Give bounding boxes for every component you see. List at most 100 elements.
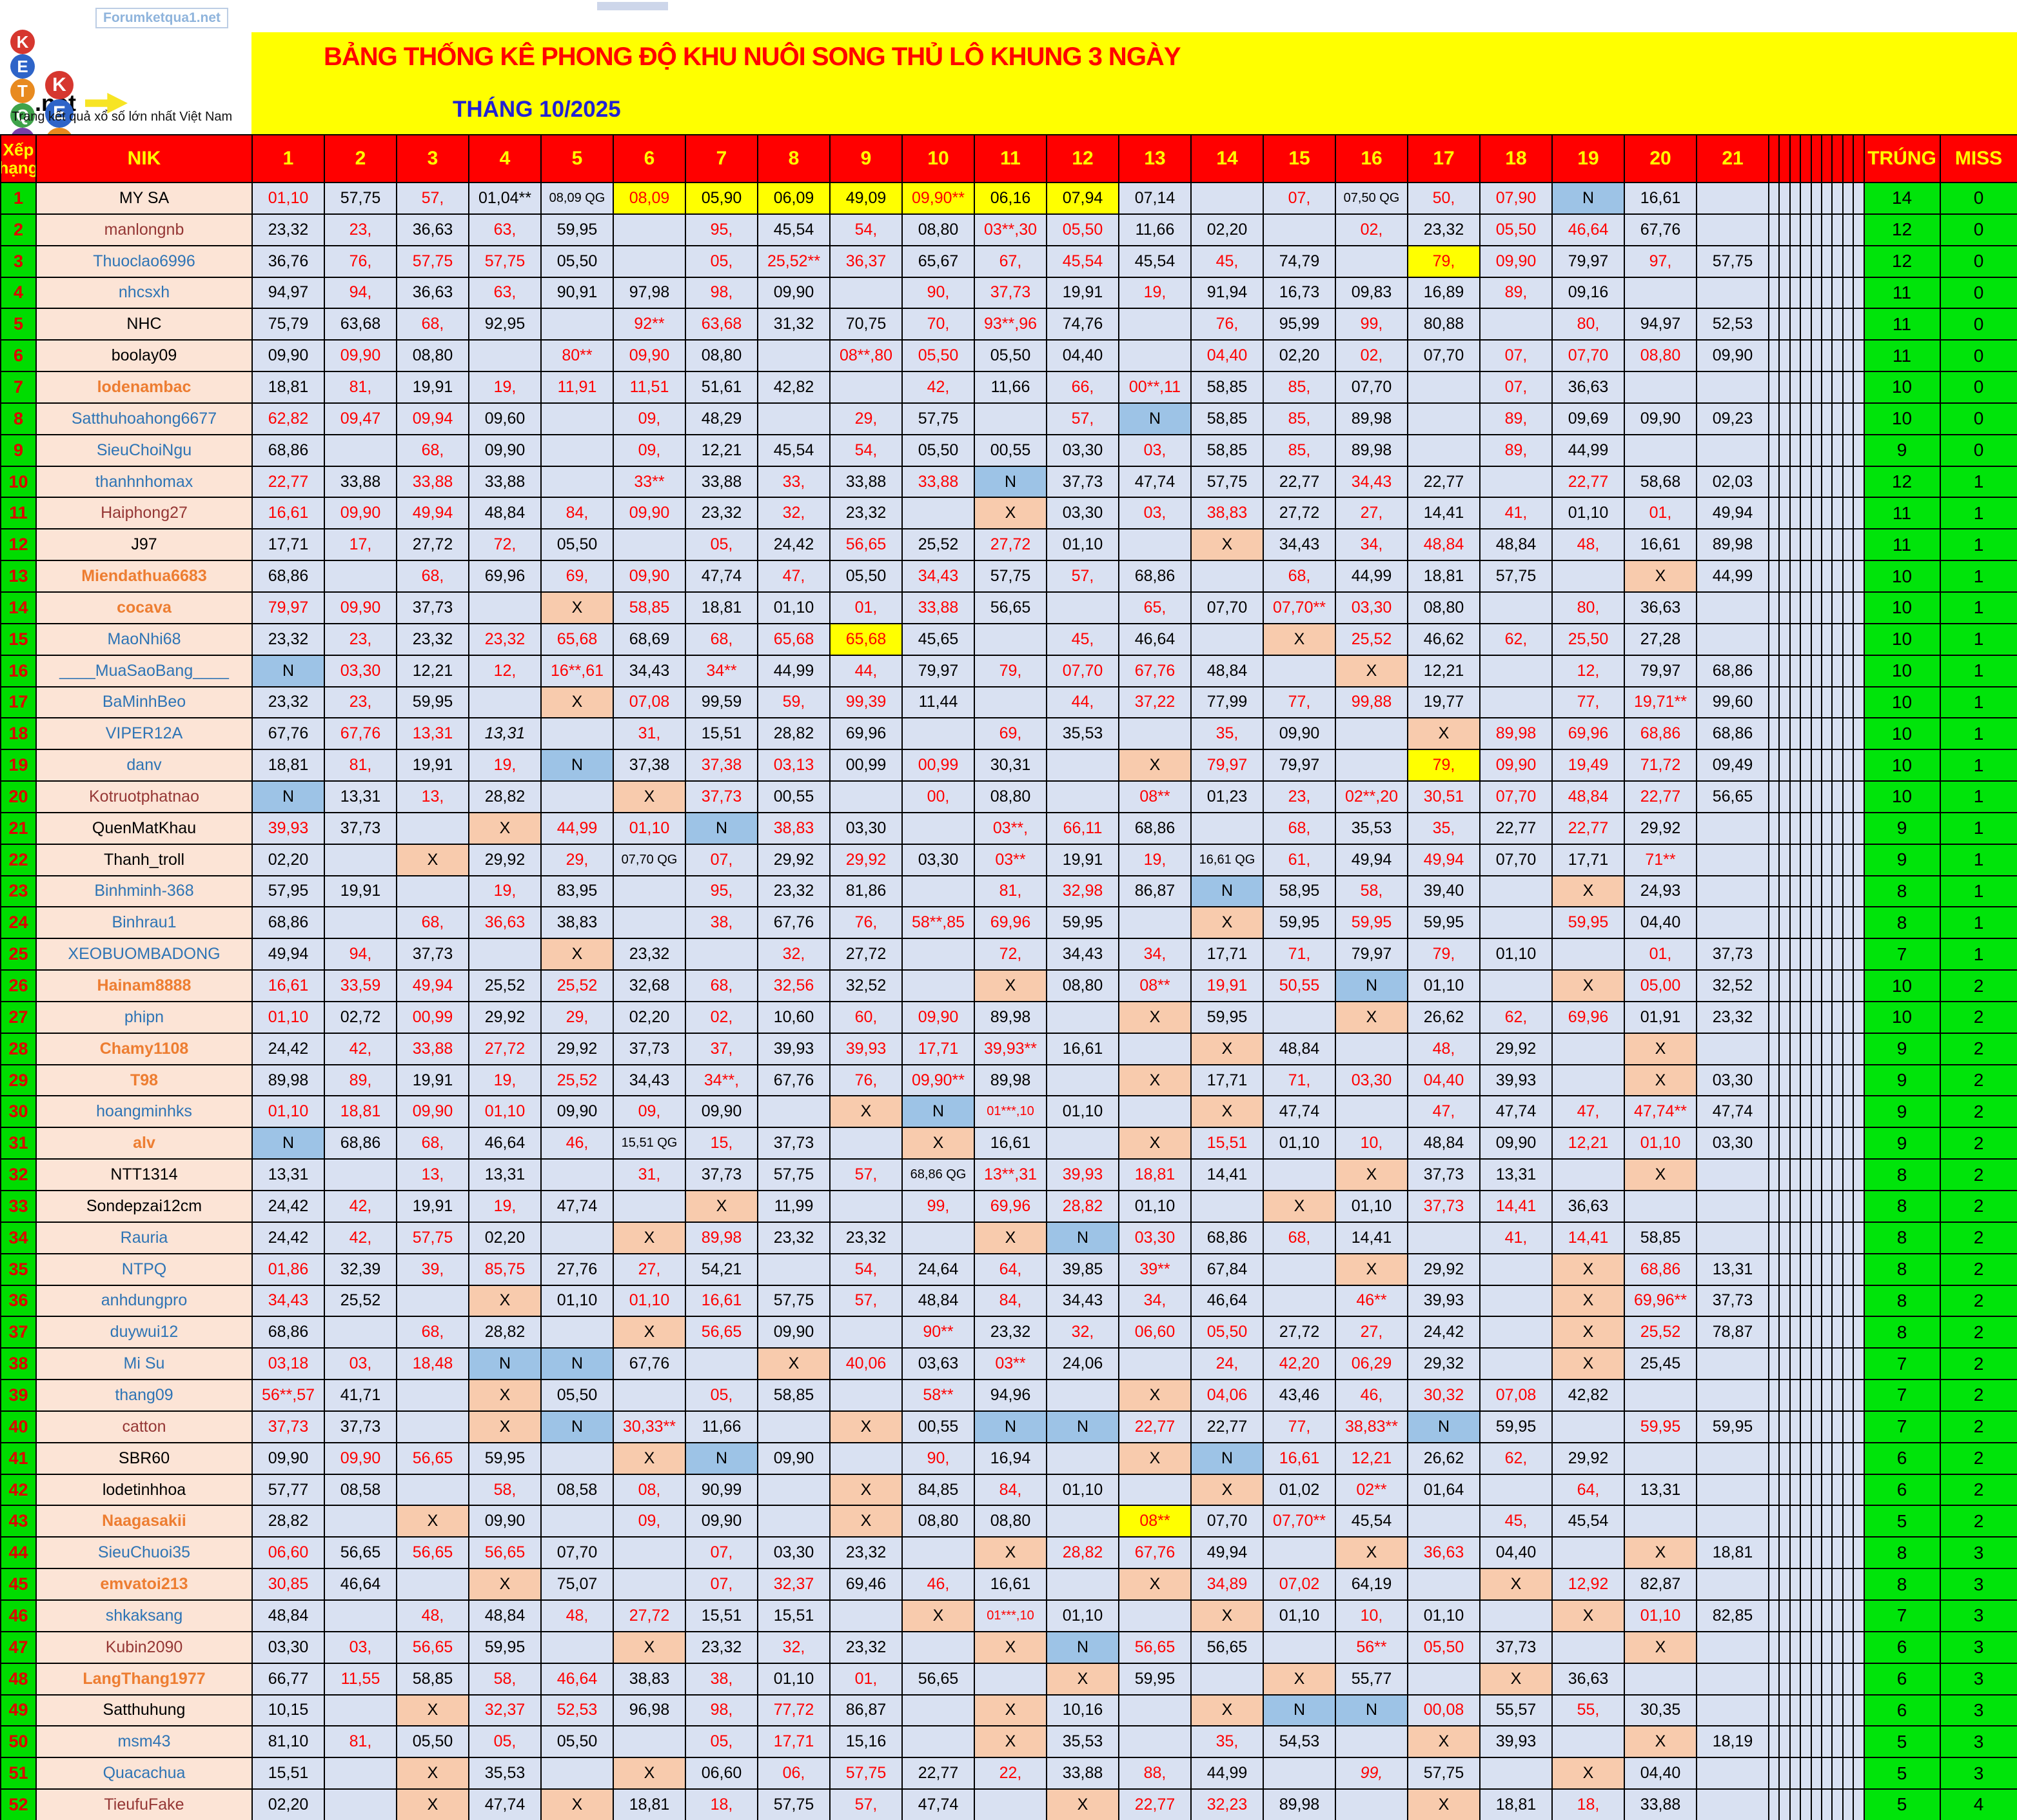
day-cell: 09,90 bbox=[686, 1506, 758, 1538]
spacer-cell bbox=[1801, 750, 1812, 782]
spacer-cell bbox=[1801, 1411, 1812, 1443]
day-cell bbox=[1408, 1506, 1481, 1538]
day-cell: 24,42 bbox=[1408, 1317, 1481, 1349]
spacer-cell bbox=[1801, 529, 1812, 562]
nik-cell: hoangminhks bbox=[37, 1096, 253, 1129]
rank-cell: 2 bbox=[1, 214, 37, 246]
spacer-cell bbox=[1769, 718, 1780, 751]
spacer-cell bbox=[1790, 1443, 1802, 1475]
day-cell: 09,90 bbox=[758, 1443, 831, 1475]
day-cell bbox=[1697, 1222, 1769, 1254]
day-cell: N bbox=[1192, 876, 1264, 908]
day-cell: 23,32 bbox=[831, 1538, 903, 1570]
day-cell: 19,91 bbox=[397, 1191, 469, 1223]
column-header-day: 16 bbox=[1336, 135, 1408, 183]
spacer-cell bbox=[1854, 529, 1865, 562]
spacer-cell bbox=[1780, 907, 1791, 940]
day-cell: 38, bbox=[686, 907, 758, 940]
day-cell: 25,45 bbox=[1625, 1349, 1697, 1381]
day-cell: 07, bbox=[686, 844, 758, 876]
day-cell bbox=[1697, 907, 1769, 940]
rank-cell: 9 bbox=[1, 435, 37, 467]
day-cell: 09,90 bbox=[1481, 246, 1553, 278]
day-cell: 02, bbox=[1336, 341, 1408, 373]
day-cell: 06,09 bbox=[758, 183, 831, 215]
nik-cell: anhdungpro bbox=[37, 1285, 253, 1318]
spacer-cell bbox=[1833, 466, 1844, 499]
spacer-cell bbox=[1769, 403, 1780, 435]
day-cell: 07,94 bbox=[1047, 183, 1119, 215]
day-cell: 13,31 bbox=[469, 1160, 542, 1191]
day-cell: 11,66 bbox=[686, 1411, 758, 1443]
day-cell: 06, bbox=[758, 1758, 831, 1790]
day-cell: 48,84 bbox=[1408, 1128, 1481, 1160]
spacer-cell bbox=[1811, 1191, 1822, 1223]
day-cell: 56,65 bbox=[1192, 1632, 1264, 1664]
trung-cell: 11 bbox=[1864, 309, 1941, 341]
trung-cell: 8 bbox=[1864, 1222, 1941, 1254]
day-cell: X bbox=[1481, 1569, 1553, 1601]
miss-cell: 0 bbox=[1940, 403, 2017, 435]
trung-cell: 10 bbox=[1864, 372, 1941, 404]
day-cell: 68,86 bbox=[253, 1317, 325, 1349]
day-cell: 41, bbox=[1481, 498, 1553, 530]
rank-cell: 21 bbox=[1, 813, 37, 845]
day-cell: 37,22 bbox=[1119, 687, 1192, 719]
spacer-cell bbox=[1843, 1695, 1855, 1727]
day-cell bbox=[325, 1317, 397, 1349]
spacer-cell bbox=[1843, 1096, 1855, 1129]
spacer-cell bbox=[1801, 246, 1812, 278]
miss-cell: 2 bbox=[1940, 1254, 2017, 1286]
spacer-cell bbox=[1843, 1222, 1855, 1254]
day-cell: 54, bbox=[831, 1254, 903, 1286]
spacer-cell bbox=[1833, 372, 1844, 404]
trung-cell: 5 bbox=[1864, 1506, 1941, 1538]
day-cell: 11,44 bbox=[903, 687, 975, 719]
spacer-cell bbox=[1854, 1128, 1865, 1160]
spacer-cell bbox=[1843, 1474, 1855, 1507]
trung-cell: 7 bbox=[1864, 1600, 1941, 1632]
day-cell bbox=[469, 592, 542, 624]
spacer-cell bbox=[1843, 309, 1855, 341]
rank-cell: 42 bbox=[1, 1474, 37, 1507]
miss-cell: 2 bbox=[1940, 1222, 2017, 1254]
day-cell: 48,84 bbox=[1192, 655, 1264, 687]
day-cell bbox=[325, 907, 397, 940]
day-cell: 47, bbox=[758, 561, 831, 593]
spacer-cell bbox=[1769, 1663, 1780, 1696]
day-cell: 92** bbox=[614, 309, 686, 341]
day-cell: N bbox=[253, 655, 325, 687]
spacer-cell bbox=[1811, 1790, 1822, 1820]
day-cell: 00,55 bbox=[975, 435, 1047, 467]
day-cell: X bbox=[1625, 1632, 1697, 1664]
day-cell: 17, bbox=[325, 529, 397, 562]
spacer-cell bbox=[1854, 277, 1865, 310]
trung-cell: 10 bbox=[1864, 687, 1941, 719]
day-cell: 66,11 bbox=[1047, 813, 1119, 845]
spacer-header bbox=[1780, 135, 1791, 183]
day-cell: 14,41 bbox=[1336, 1222, 1408, 1254]
trung-cell: 11 bbox=[1864, 277, 1941, 310]
nik-cell: Binhminh-368 bbox=[37, 876, 253, 908]
spacer-cell bbox=[1811, 971, 1822, 1002]
day-cell: 23,32 bbox=[397, 624, 469, 656]
day-cell: 98, bbox=[686, 1695, 758, 1727]
day-cell bbox=[686, 939, 758, 971]
day-cell: 08, bbox=[614, 1474, 686, 1507]
spacer-cell bbox=[1801, 782, 1812, 813]
nik-cell: VIPER12A bbox=[37, 718, 253, 751]
day-cell: 01,10 bbox=[1047, 1600, 1119, 1632]
nik-cell: cocava bbox=[37, 592, 253, 624]
day-cell: 17,71 bbox=[1553, 844, 1625, 876]
day-cell: 03, bbox=[325, 1632, 397, 1664]
spacer-cell bbox=[1790, 1663, 1802, 1696]
top-tab bbox=[597, 2, 668, 10]
day-cell: 89,98 bbox=[686, 1222, 758, 1254]
day-cell: 33,88 bbox=[1047, 1758, 1119, 1790]
day-cell: 42, bbox=[325, 1033, 397, 1065]
nik-cell: MaoNhi68 bbox=[37, 624, 253, 656]
spacer-cell bbox=[1801, 1443, 1812, 1475]
day-cell: 84, bbox=[975, 1285, 1047, 1318]
column-header-day: 21 bbox=[1697, 135, 1769, 183]
day-cell bbox=[1047, 782, 1119, 813]
